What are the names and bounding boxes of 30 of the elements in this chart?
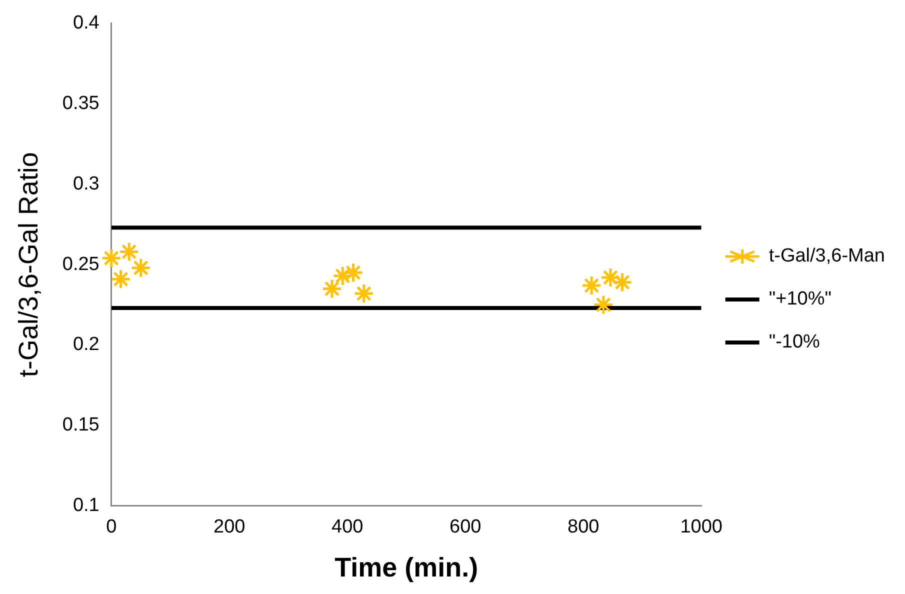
point <box>593 294 614 316</box>
x-tick-label: 800 <box>568 516 600 538</box>
point <box>322 278 342 299</box>
point <box>110 268 132 290</box>
point <box>343 262 364 283</box>
y-tick-label: 0.1 <box>72 495 100 516</box>
legend-label: "+10%" <box>768 288 832 310</box>
y-tick-label: 0.25 <box>62 254 100 275</box>
point <box>600 267 621 288</box>
legend-label: "-10% <box>768 332 820 353</box>
point <box>612 272 633 293</box>
legend-label: t-Gal/3,6-Man <box>768 246 886 267</box>
point <box>581 275 602 296</box>
x-tick-label: 1000 <box>680 516 722 538</box>
y-tick-label: 0.2 <box>72 334 100 356</box>
x-axis-title: Time (min.) <box>334 552 478 582</box>
x-tick-label: 400 <box>332 516 364 538</box>
point <box>118 241 140 262</box>
y-tick-label: 0.3 <box>72 173 100 194</box>
y-tick-label: 0.4 <box>72 12 100 34</box>
x-tick-label: 600 <box>450 516 482 538</box>
x-tick-label: 200 <box>214 516 246 538</box>
y-tick-label: 0.35 <box>62 93 100 114</box>
y-tick-label: 0.15 <box>62 414 100 436</box>
point <box>354 283 374 304</box>
x-tick-label: 0 <box>106 516 117 538</box>
point <box>130 258 152 278</box>
point <box>332 266 353 286</box>
point <box>101 248 122 268</box>
y-axis-title: t-Gal/3,6-Gal Ratio <box>14 152 44 378</box>
